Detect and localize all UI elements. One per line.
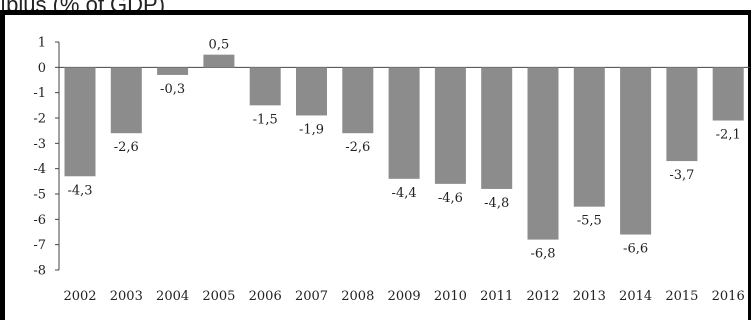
x-tick-label: 2005: [202, 289, 235, 304]
x-tick-label: 2010: [434, 289, 467, 304]
x-tick-label: 2011: [480, 289, 513, 304]
y-tick-label: -2: [33, 112, 46, 127]
y-tick-label: -7: [33, 238, 46, 253]
y-axis: 1 0 -1 -2 -3 -4 -5 -6 -7 -8: [33, 36, 60, 279]
data-labels: -4,3 -2,6 -0,3 0,5 -1,5 -1,9 -2,6 -4,4 -4,6 -4,8 -…: [67, 38, 740, 262]
x-tick-label: 2004: [156, 289, 189, 304]
data-label: -2,1: [716, 128, 741, 143]
bar-2009: [388, 67, 420, 179]
data-label: 0,5: [209, 38, 230, 53]
y-tick-label: 1: [38, 36, 46, 51]
data-label: -1,9: [299, 122, 324, 137]
data-label: -4,4: [392, 186, 417, 201]
data-label: -6,6: [623, 242, 648, 257]
y-tick-label: -1: [33, 86, 46, 101]
y-tick-label: -3: [33, 137, 46, 152]
y-tick-label: -5: [33, 188, 46, 203]
bar-2012: [527, 67, 559, 240]
x-tick-label: 2007: [295, 289, 328, 304]
x-tick-label: 2016: [712, 289, 745, 304]
data-label: -4,3: [67, 183, 92, 198]
data-label: -0,3: [160, 82, 185, 97]
data-label: -1,5: [253, 112, 278, 127]
x-tick-label: 2014: [619, 289, 652, 304]
x-tick-label: 2015: [665, 289, 698, 304]
data-label: -2,6: [345, 140, 370, 155]
bar-2015: [666, 67, 698, 162]
data-label: -5,5: [577, 214, 602, 229]
bar-2002: [64, 67, 96, 177]
bar-2006: [249, 67, 281, 106]
bar-2008: [342, 67, 374, 134]
bar-2010: [434, 67, 466, 184]
x-tick-label: 2009: [388, 289, 421, 304]
bar-2013: [573, 67, 605, 207]
data-label: -4,6: [438, 191, 463, 206]
y-tick-label: -4: [33, 162, 46, 177]
x-tick-label: 2012: [526, 289, 559, 304]
bar-2004: [157, 67, 189, 75]
x-tick-label: 2008: [341, 289, 374, 304]
bars: [64, 54, 744, 240]
data-label: -3,7: [669, 168, 694, 183]
bar-2011: [481, 67, 513, 189]
data-label: -2,6: [114, 140, 139, 155]
x-tick-label: 2006: [249, 289, 282, 304]
bar-2014: [620, 67, 652, 235]
x-tick-label: 2002: [63, 289, 96, 304]
data-label: -6,8: [530, 247, 555, 262]
x-tick-label: 2003: [110, 289, 143, 304]
y-tick-label: 0: [38, 61, 46, 76]
x-tick-label: 2013: [573, 289, 606, 304]
data-label: -4,8: [484, 196, 509, 211]
y-tick-label: -8: [33, 264, 46, 279]
y-tick-label: -6: [33, 213, 46, 228]
bar-2005: [203, 54, 235, 68]
bar-2003: [110, 67, 142, 134]
bar-2007: [296, 67, 327, 116]
bar-2016: [712, 67, 744, 121]
